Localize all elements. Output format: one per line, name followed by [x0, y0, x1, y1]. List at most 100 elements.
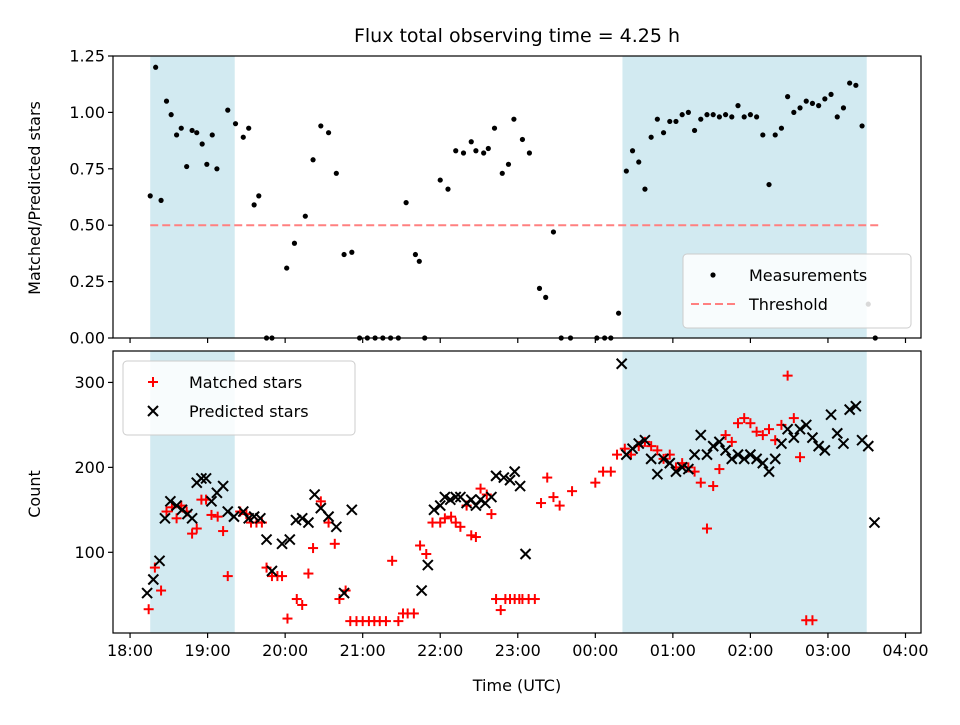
x-tick-label-0: 18:00: [107, 641, 153, 660]
point-measurements-99: [840, 105, 847, 111]
point-measurements-42: [445, 186, 451, 192]
point-predicted-stars-20: [254, 512, 267, 525]
chart-title: Flux total observing time = 4.25 h: [354, 25, 680, 47]
point-measurements-73: [679, 112, 685, 118]
point-predicted-stars-87: [819, 444, 831, 457]
point-measurements-16: [240, 134, 246, 140]
point-matched-stars-28: [303, 568, 314, 579]
point-measurements-101: [853, 82, 859, 88]
point-measurements-79: [716, 114, 722, 120]
point-predicted-stars-8: [186, 512, 198, 525]
point-measurements-96: [822, 96, 828, 102]
point-measurements-57: [550, 229, 557, 235]
point-matched-stars-92: [701, 523, 712, 534]
point-predicted-stars-1: [147, 573, 160, 586]
legend-box: [682, 253, 912, 329]
point-predicted-stars-69: [707, 440, 719, 452]
point-measurements-5: [173, 132, 180, 138]
point-predicted-stars-63: [670, 465, 682, 478]
point-predicted-stars-70: [713, 436, 726, 448]
point-matched-stars-43: [393, 616, 404, 627]
point-measurements-6: [178, 125, 184, 131]
point-predicted-stars-32: [338, 587, 350, 599]
point-measurements-3: [163, 98, 170, 104]
point-predicted-stars-12: [205, 495, 218, 508]
point-predicted-stars-84: [800, 419, 812, 431]
y-tick-label-0-5: 1.25: [69, 47, 105, 66]
point-predicted-stars-34: [415, 584, 428, 597]
point-predicted-stars-21: [260, 533, 273, 546]
point-matched-stars-74: [567, 486, 578, 497]
point-matched-stars-83: [646, 441, 657, 452]
point-predicted-stars-81: [781, 423, 794, 435]
legend-panel-0: Measurements Threshold: [682, 253, 912, 329]
point-predicted-stars-57: [633, 437, 645, 450]
point-measurements-81: [729, 114, 735, 120]
legend-label-0: Matched stars: [189, 373, 302, 392]
point-measurements-43: [453, 148, 459, 154]
point-measurements-27: [325, 130, 332, 136]
point-matched-stars-102: [764, 424, 775, 435]
point-matched-stars-29: [308, 543, 319, 554]
point-matched-stars-78: [612, 449, 623, 460]
point-measurements-11: [204, 161, 210, 167]
point-measurements-100: [847, 80, 853, 86]
point-matched-stars-57: [470, 532, 481, 543]
point-matched-stars-15: [222, 571, 233, 582]
point-matched-stars-5: [171, 513, 182, 524]
point-measurements-30: [349, 249, 355, 255]
point-measurements-46: [473, 148, 479, 154]
point-matched-stars-89: [683, 462, 694, 473]
point-measurements-12: [209, 132, 215, 138]
legend-swatch-0: [148, 377, 158, 387]
point-measurements-14: [225, 107, 231, 113]
point-matched-stars-21: [261, 562, 272, 573]
point-predicted-stars-47: [485, 491, 498, 503]
panel-0-frame: [112, 55, 922, 339]
point-measurements-26: [318, 123, 324, 129]
point-predicted-stars-60: [651, 468, 664, 480]
point-measurements-37: [403, 200, 409, 206]
legend-label-1: Threshold: [748, 295, 828, 314]
y-tick-label-1-2: 300: [74, 373, 105, 392]
point-measurements-47: [481, 150, 487, 156]
point-measurements-63: [615, 310, 622, 316]
point-predicted-stars-82: [788, 431, 800, 444]
point-predicted-stars-23: [276, 538, 288, 550]
point-measurements-38: [412, 251, 419, 258]
legend-swatch-1: [147, 405, 159, 417]
point-measurements-75: [691, 127, 698, 134]
point-predicted-stars-95: [868, 516, 881, 529]
point-matched-stars-27: [297, 599, 308, 610]
point-predicted-stars-28: [308, 488, 321, 501]
point-predicted-stars-72: [726, 453, 738, 465]
point-matched-stars-2: [156, 585, 167, 596]
point-measurements-8: [189, 127, 195, 134]
legend-box: [122, 360, 356, 436]
point-predicted-stars-31: [330, 521, 343, 533]
point-predicted-stars-10: [195, 472, 208, 485]
point-predicted-stars-91: [843, 403, 856, 416]
point-measurements-89: [778, 125, 785, 131]
point-measurements-70: [660, 130, 667, 136]
point-measurements-56: [543, 294, 549, 300]
point-measurements-94: [809, 100, 816, 106]
point-predicted-stars-85: [806, 431, 819, 444]
y-tick-label-0-2: 0.50: [69, 216, 105, 235]
point-matched-stars-13: [212, 511, 223, 522]
point-matched-stars-14: [218, 526, 229, 537]
point-matched-stars-8: [187, 528, 198, 539]
point-matched-stars-12: [206, 509, 217, 520]
point-predicted-stars-51: [508, 465, 521, 478]
point-predicted-stars-59: [645, 453, 657, 465]
bottom-panel-y-label: Count: [25, 470, 44, 518]
point-measurements-54: [526, 150, 533, 156]
point-matched-stars-3: [161, 506, 172, 517]
point-matched-stars-91: [695, 477, 706, 488]
point-predicted-stars-30: [322, 510, 335, 523]
point-measurements-22: [284, 265, 290, 271]
point-measurements-15: [232, 121, 239, 127]
point-measurements-67: [642, 186, 648, 192]
point-predicted-stars-16: [228, 510, 240, 523]
